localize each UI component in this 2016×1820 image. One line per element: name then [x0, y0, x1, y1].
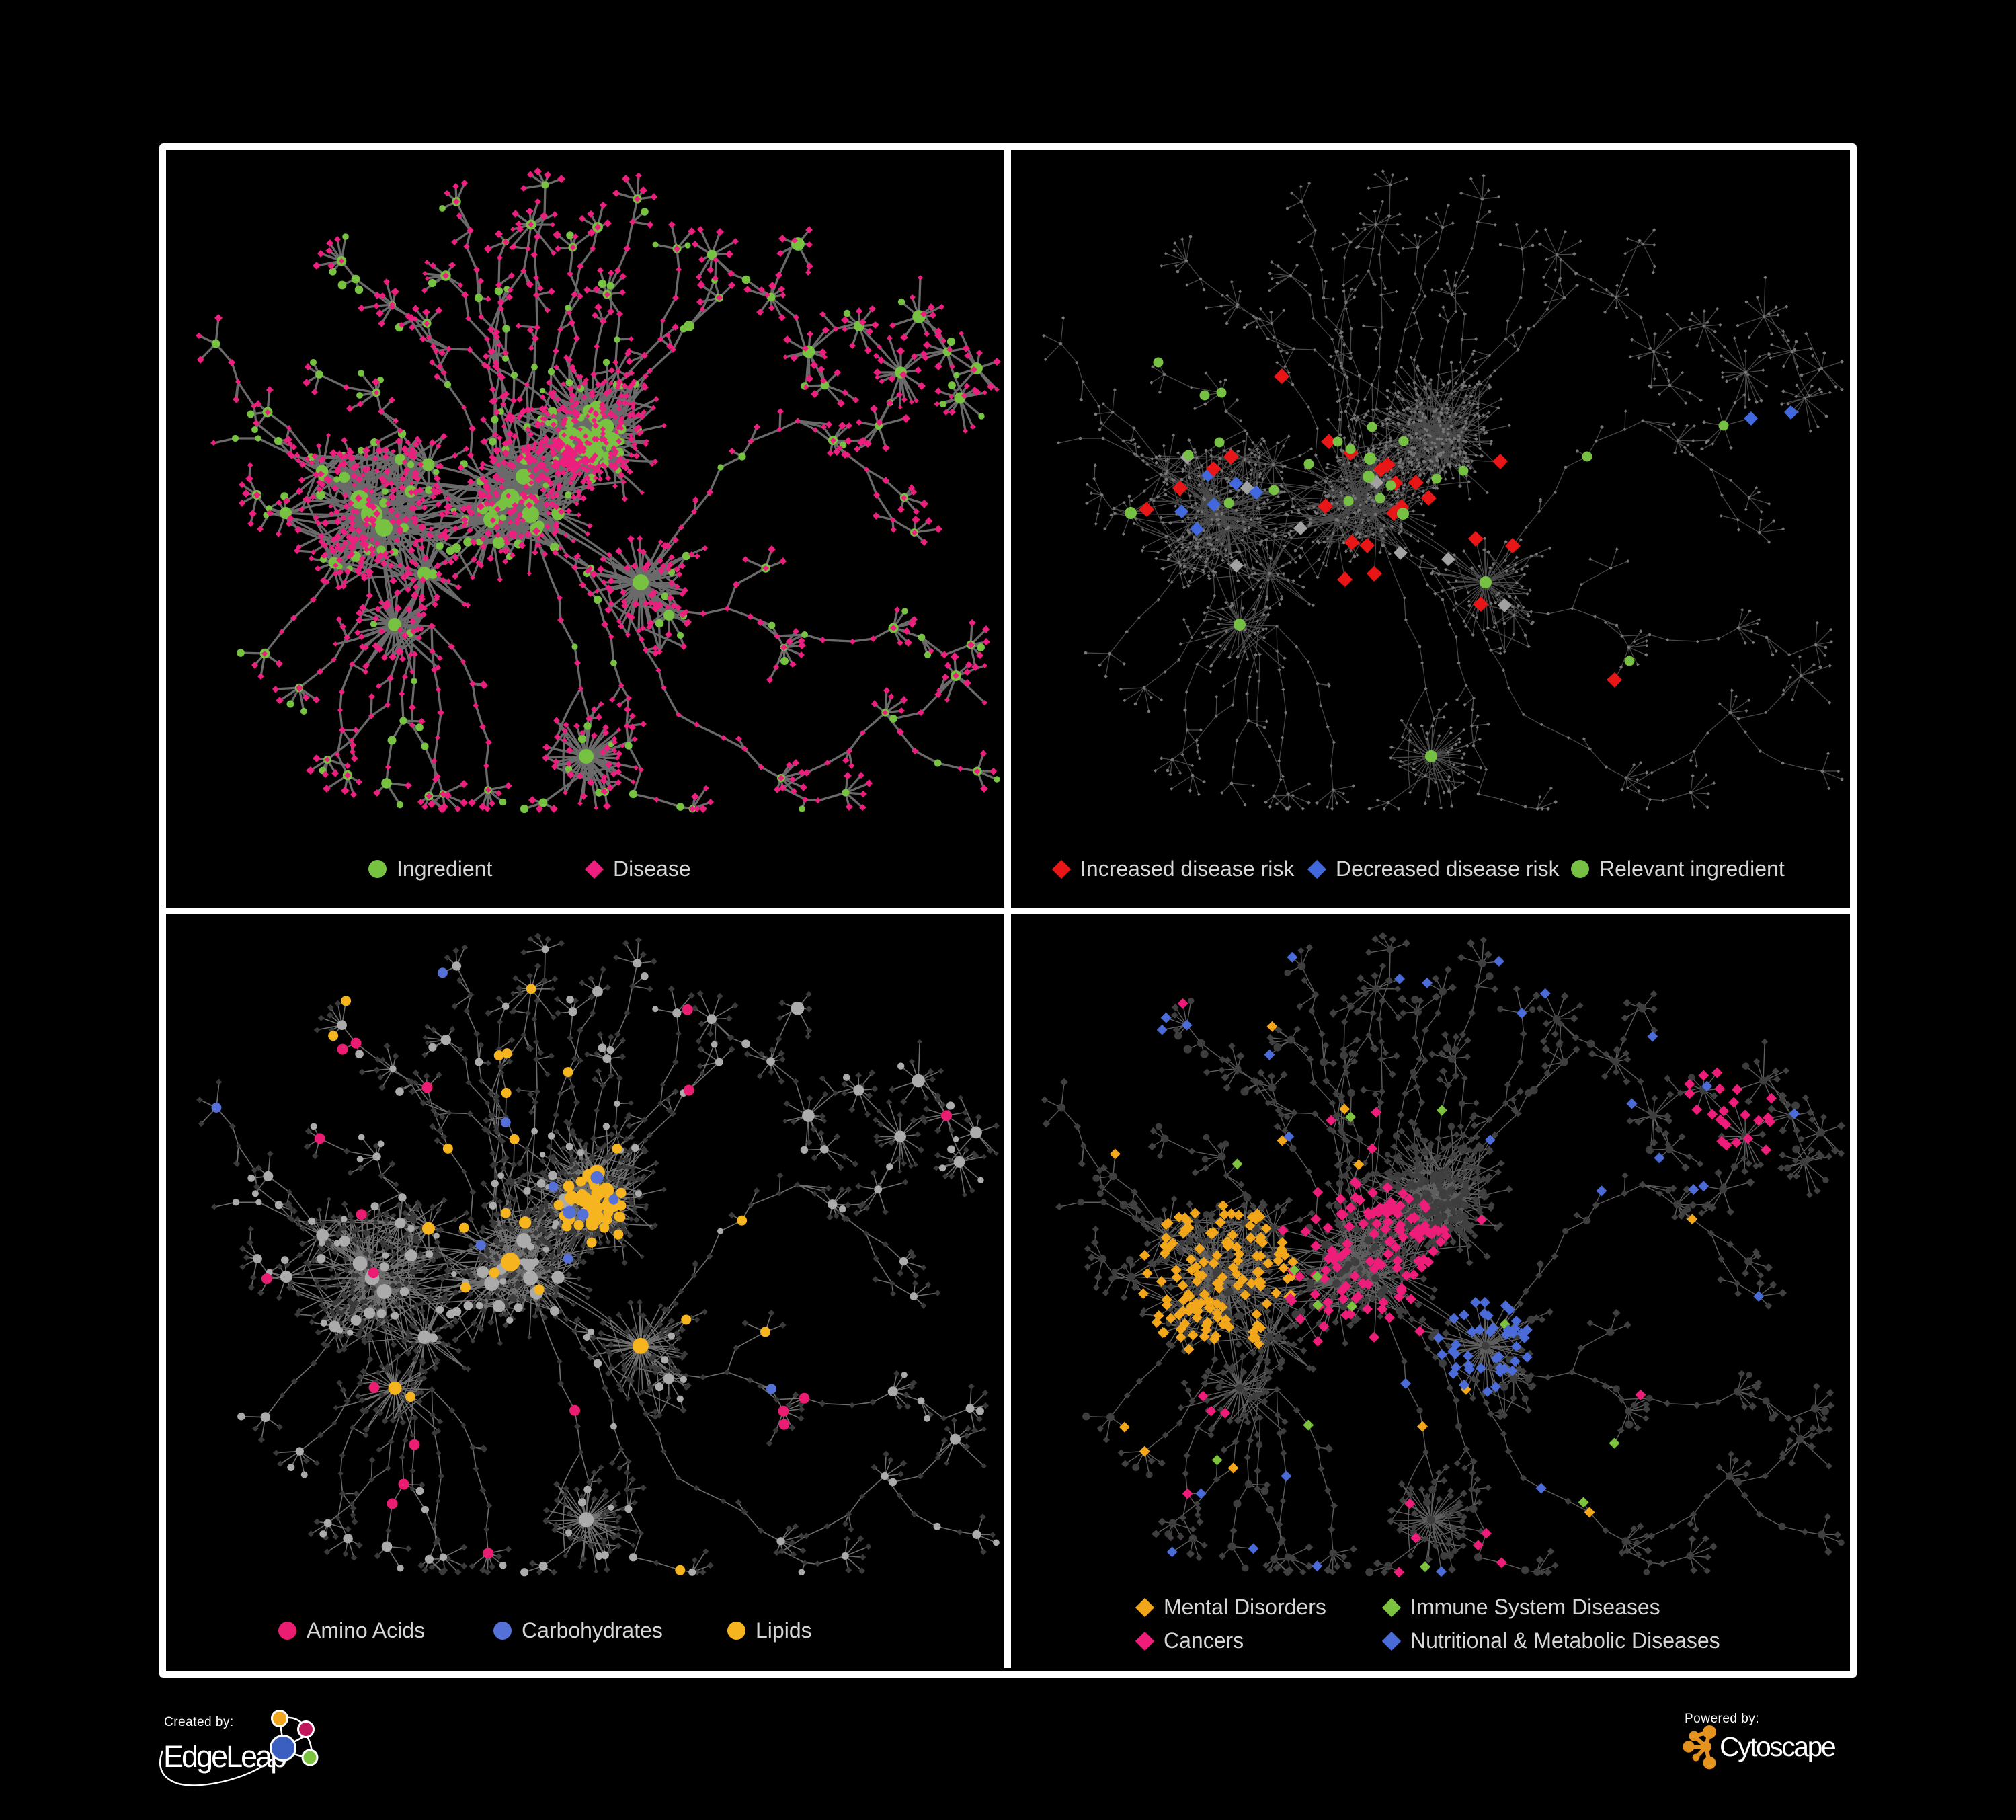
svg-text:EdgeLeap: EdgeLeap [163, 1739, 286, 1774]
svg-text:Created by:: Created by: [164, 1715, 234, 1729]
svg-text:Powered by:: Powered by: [1685, 1712, 1759, 1726]
svg-text:Cytoscape: Cytoscape [1720, 1731, 1835, 1762]
